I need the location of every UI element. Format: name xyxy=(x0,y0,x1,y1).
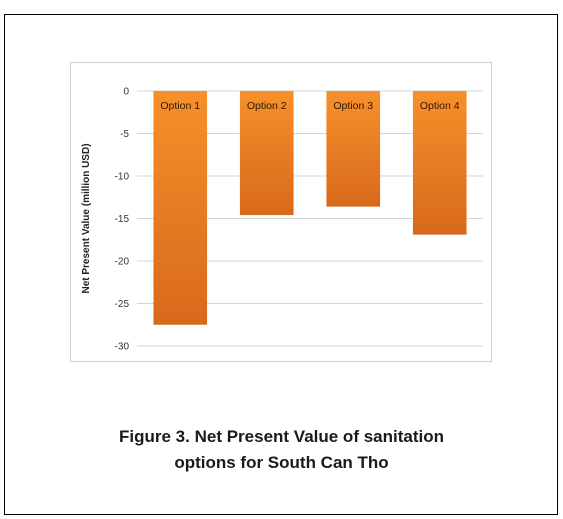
y-axis-label: Net Present Value (million USD) xyxy=(81,143,92,293)
y-tick-label: -30 xyxy=(115,342,130,353)
bar-chart: 0 -5 -10 -15 -20 -25 -30 Option 1 Option 2 Optio… xyxy=(81,87,483,353)
y-tick-label: -20 xyxy=(115,257,130,268)
category-label: Option 4 xyxy=(420,100,460,112)
category-label: Option 2 xyxy=(247,100,287,112)
y-tick-label: -10 xyxy=(115,172,130,183)
caption-line-1: Figure 3. Net Present Value of sanitatio… xyxy=(119,427,444,446)
y-tick-label: 0 xyxy=(123,87,129,98)
figure-caption: Figure 3. Net Present Value of sanitatio… xyxy=(40,424,523,476)
category-label: Option 3 xyxy=(333,100,373,112)
caption-line-2: options for South Can Tho xyxy=(174,453,389,472)
bar-option-3 xyxy=(326,91,381,207)
y-tick-label: -15 xyxy=(115,214,130,225)
bar-option-4 xyxy=(412,91,467,235)
bar-option-1 xyxy=(153,91,208,325)
chart-area: 0 -5 -10 -15 -20 -25 -30 Option 1 Option 2 Optio… xyxy=(70,62,492,362)
category-label: Option 1 xyxy=(160,100,200,112)
bar-option-2 xyxy=(239,91,294,216)
y-tick-label: -25 xyxy=(115,299,130,310)
y-tick-label: -5 xyxy=(120,129,129,140)
